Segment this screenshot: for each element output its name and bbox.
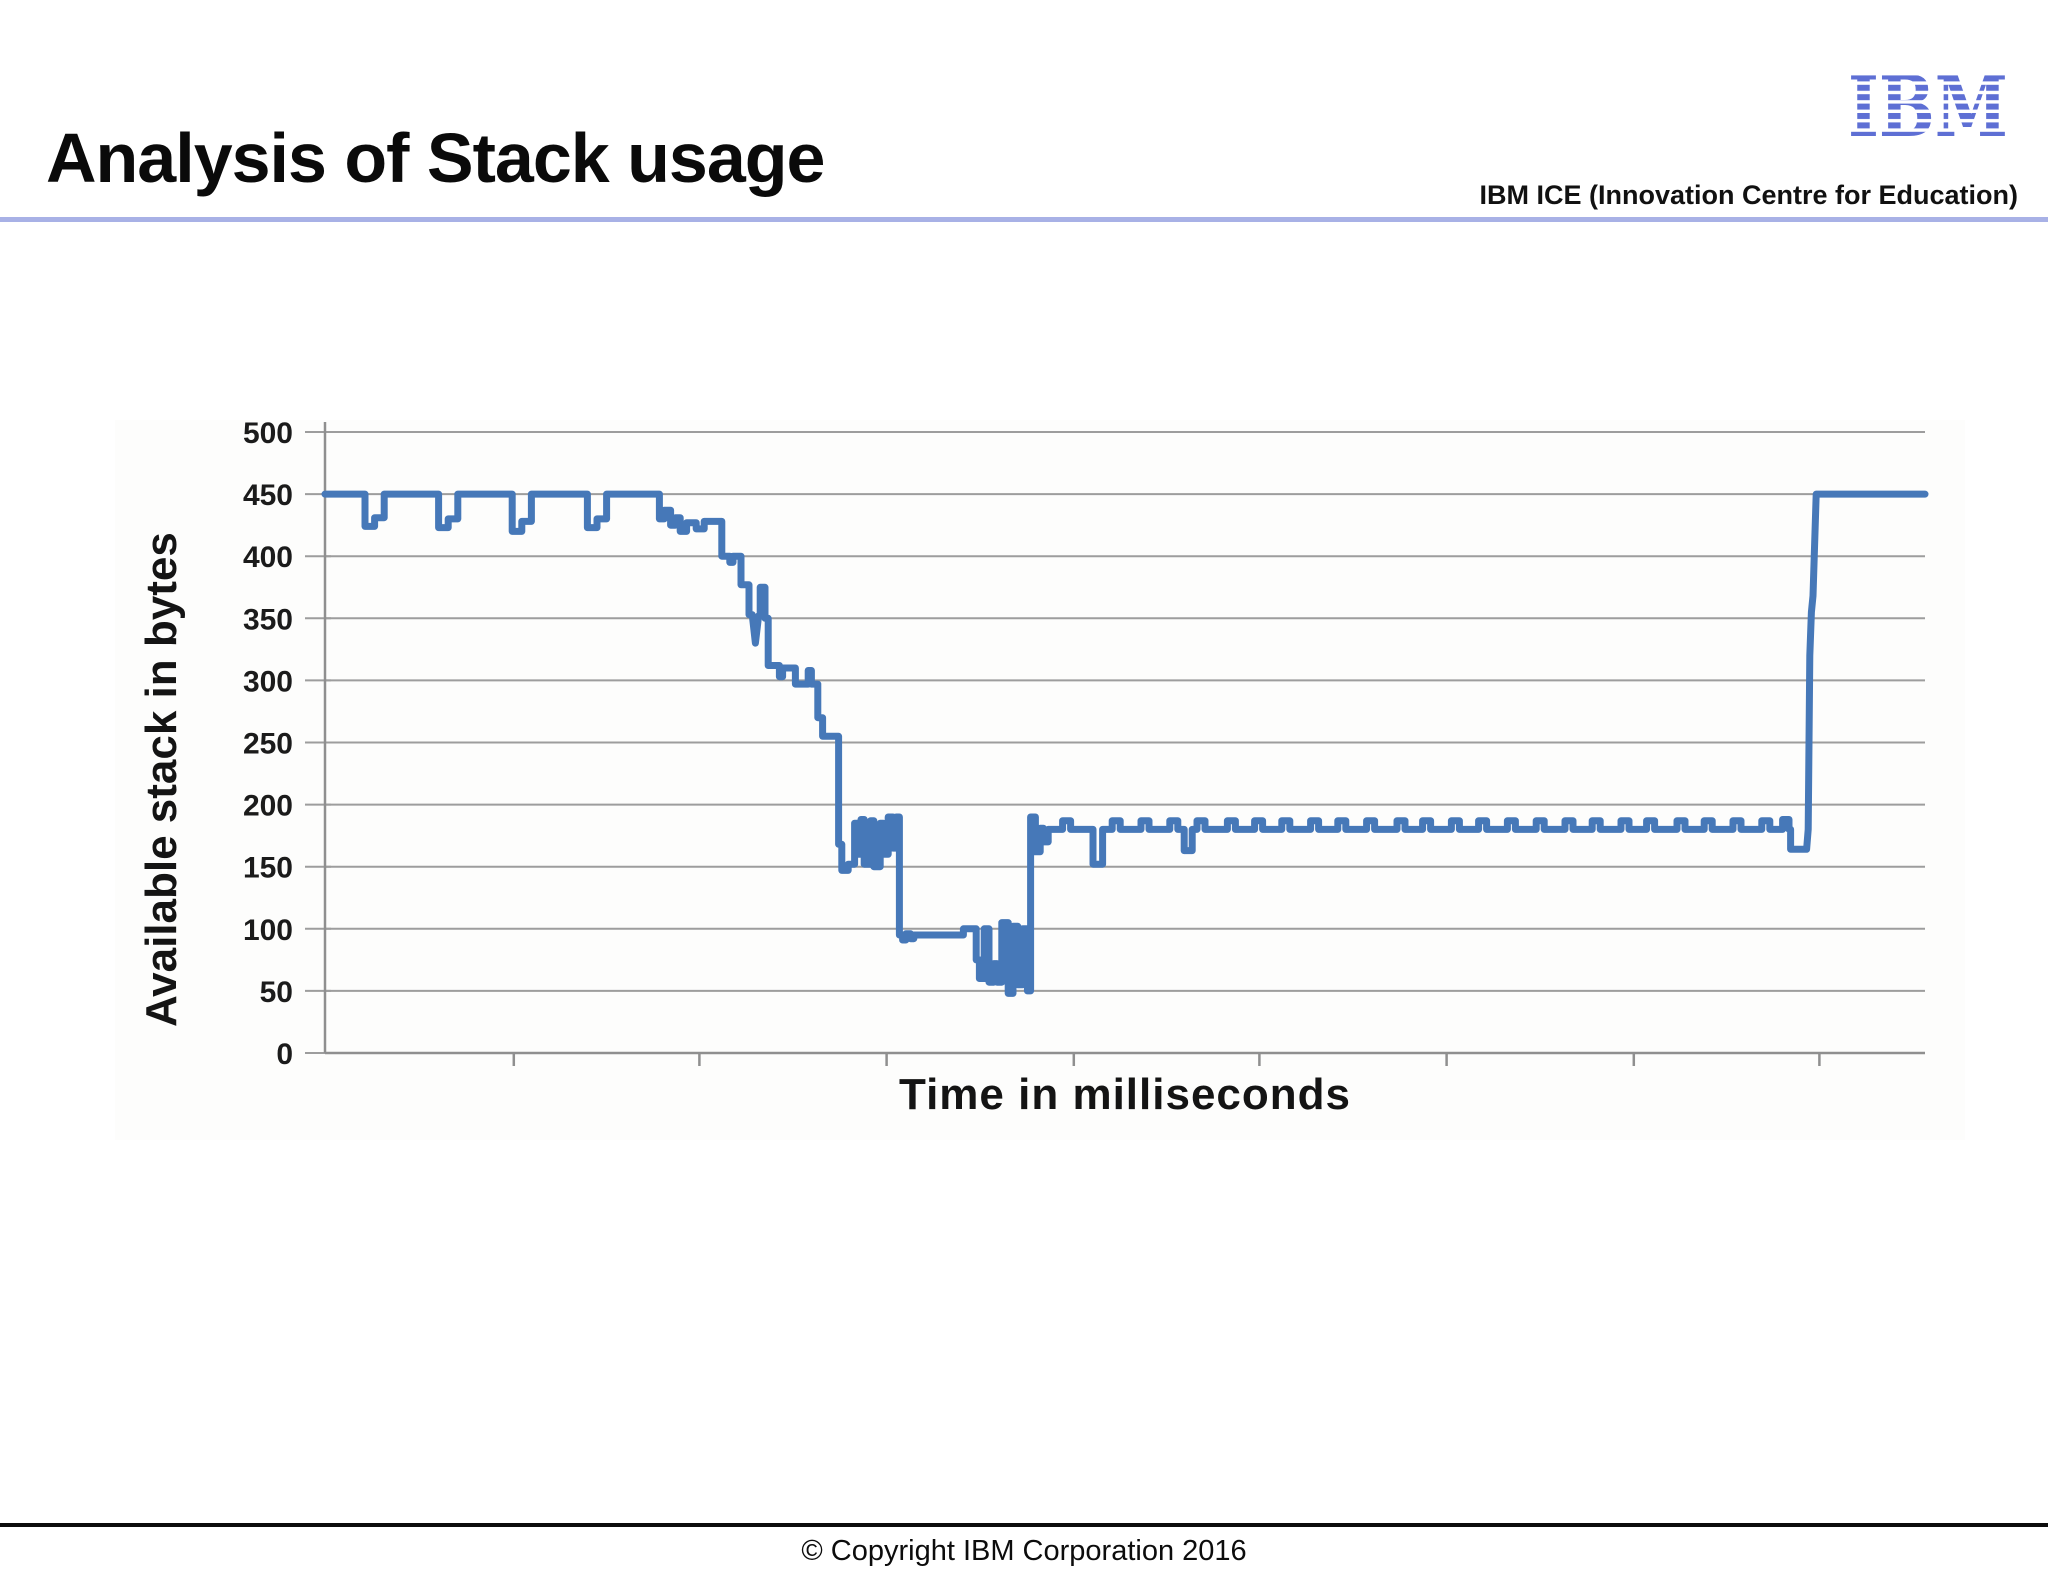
y-tick-label: 500 [243, 420, 293, 450]
y-tick-label: 0 [276, 1038, 293, 1071]
y-tick-label: 50 [260, 976, 293, 1009]
ibm-logo: IBM [1848, 66, 2008, 142]
y-tick-label: 100 [243, 914, 293, 947]
series-line [321, 490, 1929, 997]
axes-group [323, 422, 1925, 1066]
y-tick-label: 150 [243, 852, 293, 885]
y-tick-label: 200 [243, 790, 293, 823]
ibm-logo-text: IBM [1848, 66, 2008, 142]
y-tick-label: 350 [243, 603, 293, 636]
y-tick-label: 250 [243, 728, 293, 761]
y-tick-label: 400 [243, 541, 293, 574]
footer-copyright: © Copyright IBM Corporation 2016 [801, 1535, 1247, 1567]
header-subtitle: IBM ICE (Innovation Centre for Education… [1479, 180, 2019, 210]
y-tick-label: 450 [243, 479, 293, 512]
footer-rule [0, 1523, 2048, 1527]
y-tick-label: 300 [243, 665, 293, 698]
header-rule [0, 217, 2048, 222]
gridlines-group [305, 431, 1925, 1054]
x-axis-title: Time in milliseconds [899, 1070, 1351, 1119]
chart-area: 500 450 400 350 300 250 200 150 100 50 0 Available… [115, 420, 1965, 1140]
page-title: Analysis of Stack usage [46, 119, 825, 197]
y-axis-title: Available stack in bytes [137, 532, 186, 1028]
